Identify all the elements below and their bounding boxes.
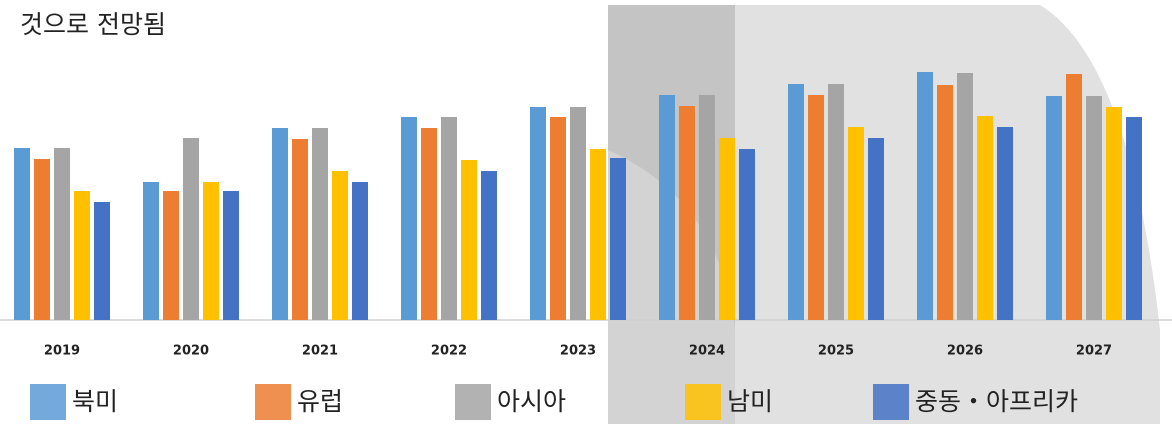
bar — [223, 191, 239, 320]
bar — [1066, 74, 1082, 320]
legend-swatch — [873, 384, 909, 420]
bar — [1106, 107, 1122, 320]
bar — [203, 182, 219, 320]
x-tick-label: 2023 — [560, 344, 596, 359]
x-tick-label: 2019 — [44, 344, 80, 359]
bar — [332, 171, 348, 320]
bar — [272, 128, 288, 320]
bar — [421, 128, 437, 320]
bar — [163, 191, 179, 320]
bar — [292, 139, 308, 320]
bar — [401, 117, 417, 320]
bar — [828, 84, 844, 320]
bar — [610, 158, 626, 320]
bar — [94, 202, 110, 320]
bar — [848, 127, 864, 320]
bar — [143, 182, 159, 320]
bar — [590, 149, 606, 320]
chart-title: 것으로 전망됨 — [20, 10, 166, 39]
bar — [183, 138, 199, 320]
bar — [868, 138, 884, 320]
bar — [14, 148, 30, 320]
legend-swatch — [255, 384, 291, 420]
legend-label: 유럽 — [297, 387, 343, 416]
bar — [550, 117, 566, 320]
legend-label: 중동・아프리카 — [915, 387, 1078, 416]
x-tick-label: 2021 — [302, 344, 338, 359]
bar — [570, 107, 586, 320]
x-tick-label: 2027 — [1076, 344, 1112, 359]
bar — [917, 72, 933, 320]
x-tick-label: 2024 — [689, 344, 725, 359]
legend-swatch — [455, 384, 491, 420]
bar — [739, 149, 755, 320]
bar — [957, 73, 973, 320]
legend-label: 북미 — [72, 387, 118, 416]
x-tick-label: 2022 — [431, 344, 467, 359]
bar — [1126, 117, 1142, 320]
bar — [719, 138, 735, 320]
bar — [54, 148, 70, 320]
bar — [808, 95, 824, 320]
bar — [1046, 96, 1062, 320]
bar — [699, 95, 715, 320]
legend-label: 아시아 — [497, 387, 566, 416]
legend-swatch — [685, 384, 721, 420]
bar — [997, 127, 1013, 320]
x-tick-label: 2025 — [818, 344, 854, 359]
legend-swatch — [30, 384, 66, 420]
x-tick-label: 2020 — [173, 344, 209, 359]
bar — [461, 160, 477, 320]
bar — [937, 85, 953, 320]
bar — [352, 182, 368, 320]
bar — [977, 116, 993, 320]
bar — [34, 159, 50, 320]
bar — [788, 84, 804, 320]
bar — [659, 95, 675, 320]
bar — [1086, 96, 1102, 320]
bar — [481, 171, 497, 320]
bar — [530, 107, 546, 320]
bar — [441, 117, 457, 320]
legend-label: 남미 — [727, 387, 773, 416]
bar — [679, 106, 695, 320]
x-tick-label: 2026 — [947, 344, 983, 359]
bar — [74, 191, 90, 320]
bar — [312, 128, 328, 320]
